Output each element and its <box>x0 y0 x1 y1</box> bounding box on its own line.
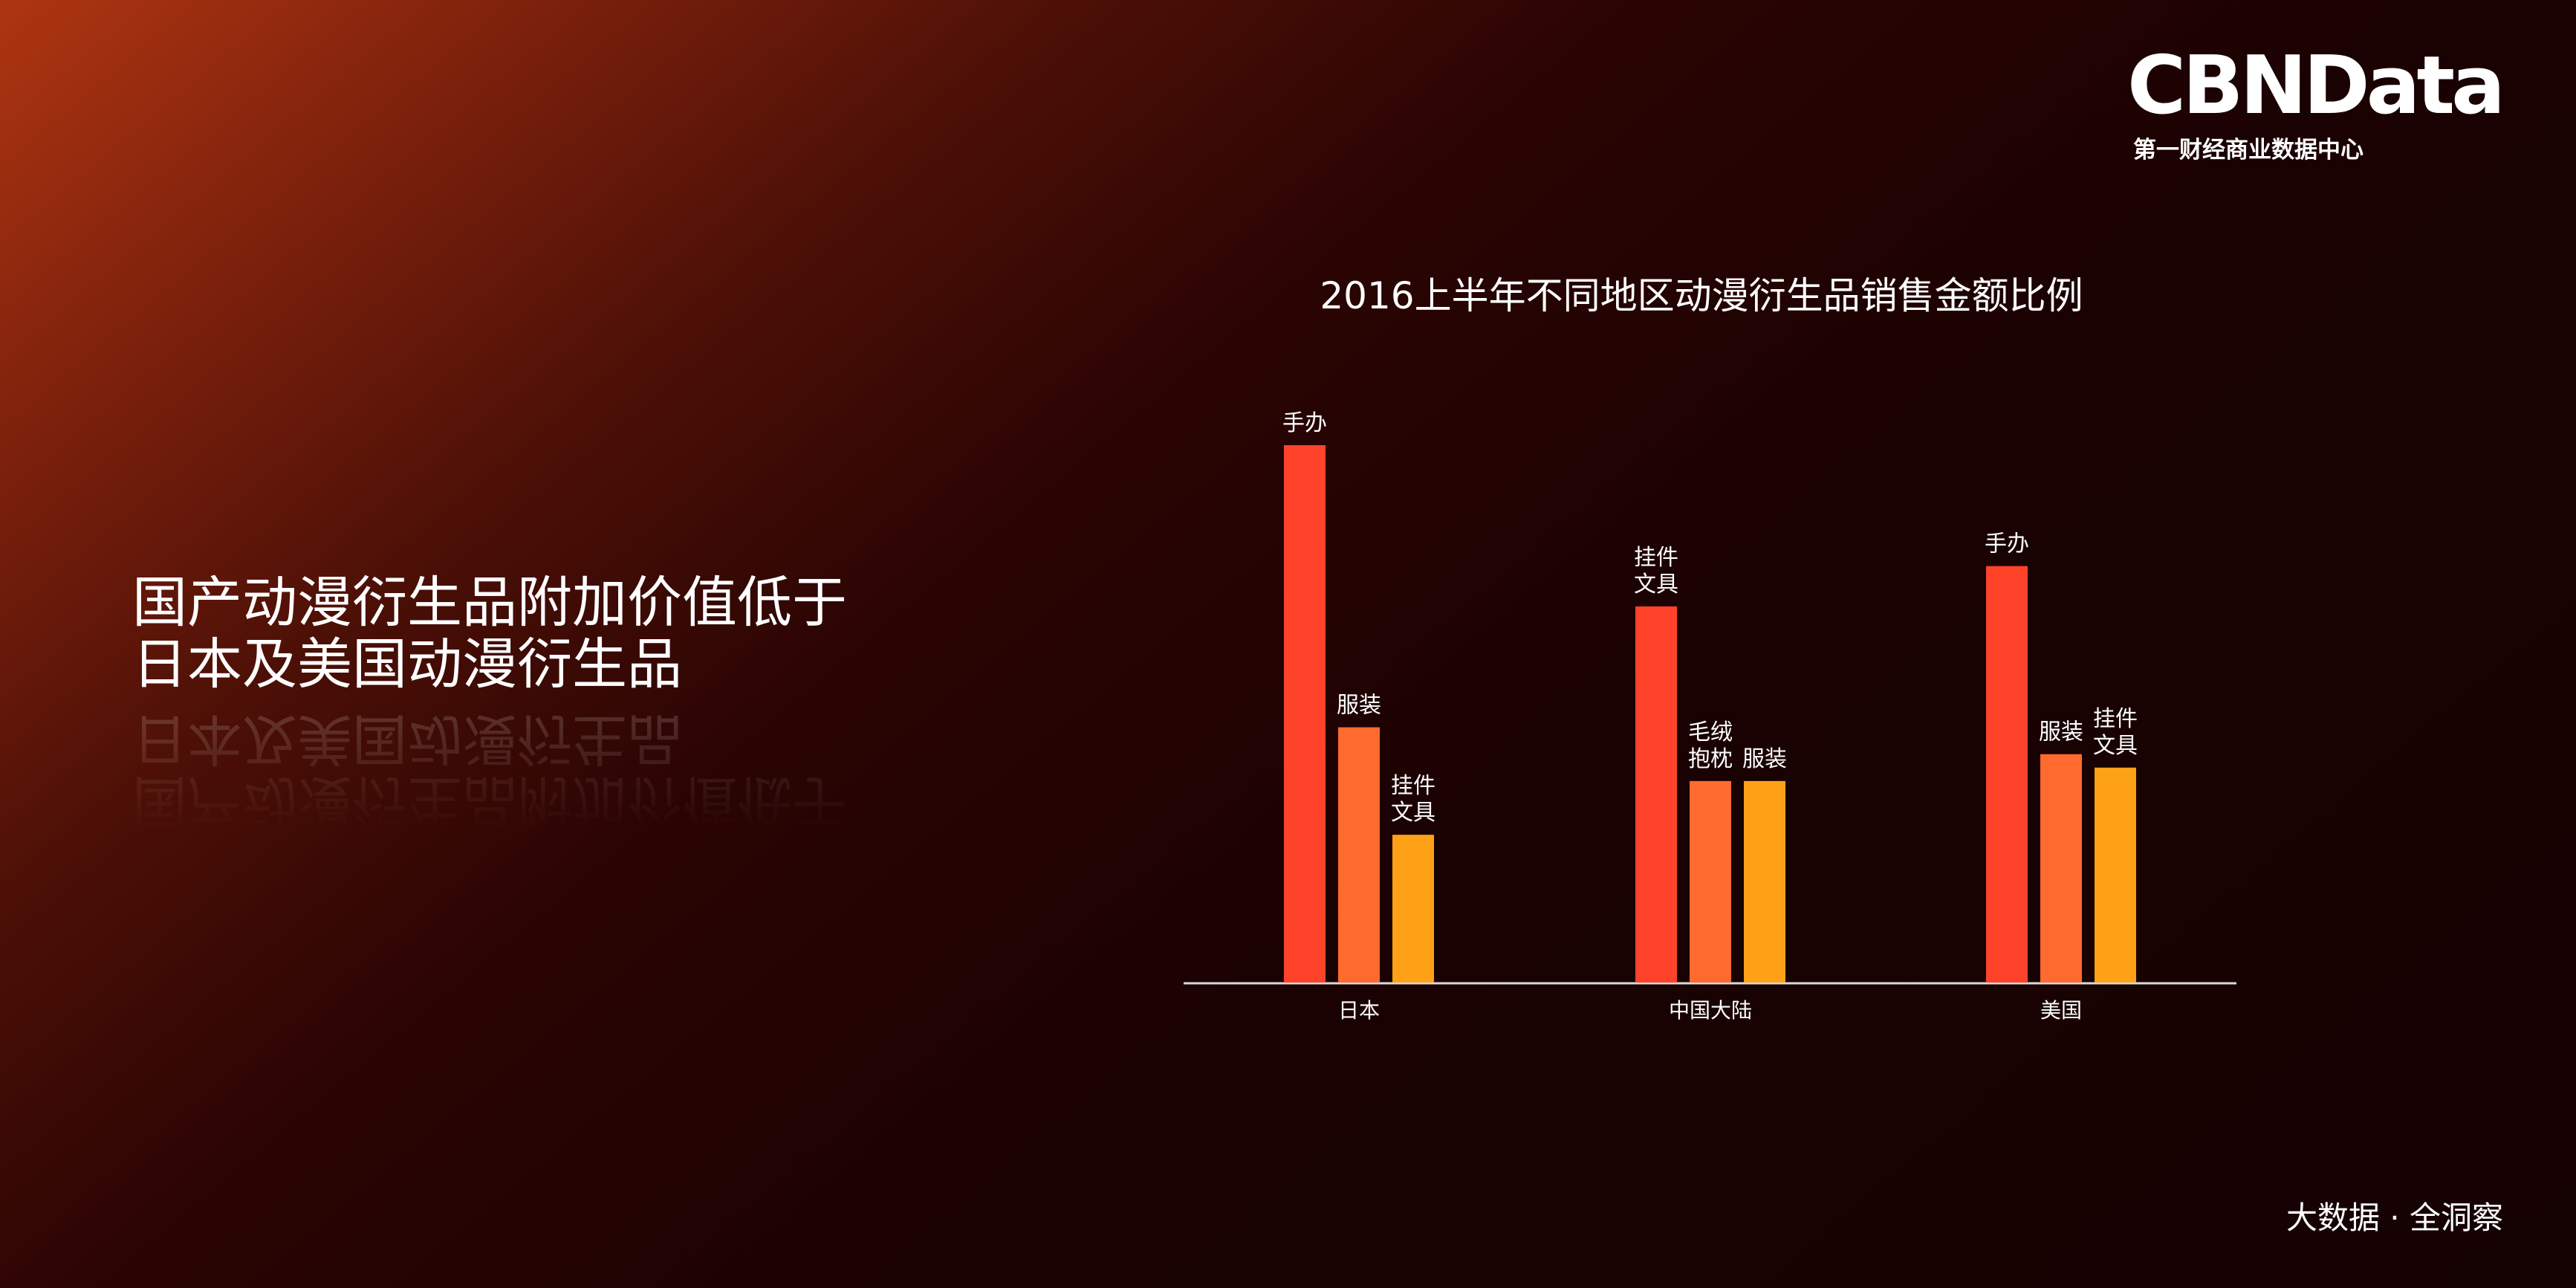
bar-1-0 <box>1635 606 1677 983</box>
bar-0-1 <box>1338 727 1380 983</box>
bar-1-1 <box>1690 780 1731 983</box>
bar-label-2-0: 手办 <box>1985 531 2029 557</box>
cbndata-logo: CBNData 第一财经商业数据中心 <box>2127 39 2505 164</box>
bar-2-1 <box>2040 754 2082 983</box>
x-tick-label-2: 美国 <box>2040 998 2082 1023</box>
headline: 国产动漫衍生品附加价值低于 日本及美国动漫衍生品 <box>132 572 847 696</box>
logo-wordmark: CBNData <box>2127 39 2505 132</box>
logo-subtitle: 第一财经商业数据中心 <box>2133 137 2364 164</box>
bar-label-1-2: 服装 <box>1742 746 1787 772</box>
bar-label-1-0: 挂件文具 <box>1634 545 1678 598</box>
headline-line-1: 国产动漫衍生品附加价值低于 <box>132 571 847 635</box>
bar-0-2 <box>1392 835 1434 983</box>
bar-label-1-1: 毛绒抱枕 <box>1688 719 1733 772</box>
bar-2-2 <box>2095 767 2136 983</box>
headline-line-2: 日本及美国动漫衍生品 <box>132 632 682 696</box>
bar-label-2-2: 挂件文具 <box>2093 706 2138 759</box>
bar-label-0-1: 服装 <box>1337 693 1381 719</box>
bar-2-0 <box>1986 566 2028 983</box>
tagline: 大数据 · 全洞察 <box>2285 1200 2503 1236</box>
bar-0-0 <box>1284 445 1326 983</box>
x-tick-label-0: 日本 <box>1338 998 1380 1023</box>
chart-title: 2016上半年不同地区动漫衍生品销售金额比例 <box>1320 274 2083 317</box>
x-tick-label-1: 中国大陆 <box>1669 998 1752 1023</box>
bar-label-0-2: 挂件文具 <box>1391 773 1435 826</box>
bar-label-2-1: 服装 <box>2039 719 2083 745</box>
bar-1-2 <box>1744 780 1785 983</box>
bar-label-0-0: 手办 <box>1282 410 1327 436</box>
